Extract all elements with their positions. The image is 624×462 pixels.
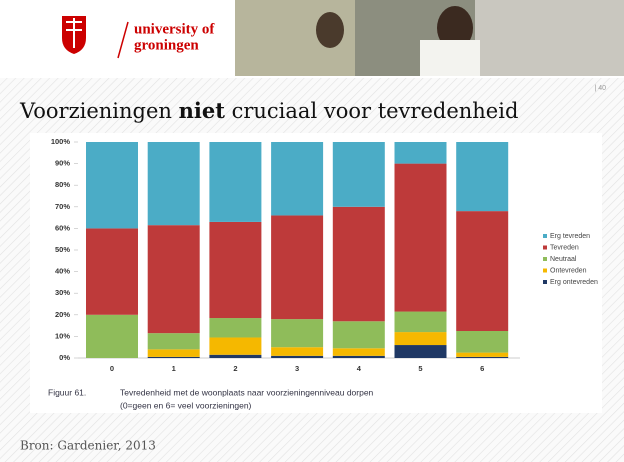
caption: Tevredenheid met de woonplaats naar voor… (120, 387, 374, 397)
bar-segment (394, 345, 447, 358)
bar-segment (332, 206, 385, 322)
bar-segment (332, 321, 385, 349)
x-tick-label: 3 (295, 364, 299, 373)
bar-segment (209, 337, 262, 355)
legend-label: Neutraal (550, 256, 577, 263)
legend-label: Ontevreden (550, 267, 587, 274)
x-tick-label: 5 (418, 364, 422, 373)
y-tick-label: 20% (55, 310, 70, 319)
bar-segment (86, 228, 138, 315)
bar-segment (394, 142, 447, 164)
legend-swatch (543, 268, 547, 273)
x-tick-label: 2 (233, 364, 237, 373)
bar-segment (332, 142, 385, 207)
legend-swatch (543, 257, 547, 261)
bar-segment (456, 142, 509, 212)
y-tick-label: 30% (55, 288, 70, 297)
x-tick-label: 4 (357, 364, 362, 373)
bar-segment (394, 332, 447, 346)
y-tick-label: 90% (55, 159, 70, 168)
caption: (0=geen en 6= veel voorzieningen) (120, 400, 252, 410)
bar-segment (271, 355, 324, 358)
title-part: cruciaal voor tevredenheid (225, 99, 518, 123)
bar-segment (271, 347, 324, 356)
y-tick-label: 70% (55, 202, 70, 211)
bar-segment (271, 142, 324, 216)
bar-segment (456, 211, 509, 331)
bar-segment (147, 225, 200, 334)
bar-segment (86, 314, 138, 358)
logo-text: groningen (134, 37, 199, 53)
legend-swatch (543, 234, 547, 238)
bar-segment (332, 348, 385, 356)
slide-title: Voorzieningen niet cruciaal voor tevrede… (19, 98, 518, 123)
bar-segment (86, 142, 138, 229)
bar-segment (147, 333, 200, 350)
bar-segment (147, 142, 200, 226)
bar-segment (147, 349, 200, 357)
y-tick-label: 100% (51, 137, 71, 146)
y-tick-label: 10% (55, 331, 70, 340)
y-tick-label: 80% (55, 180, 70, 189)
bar-segment (394, 163, 447, 312)
y-tick-label: 40% (55, 267, 70, 276)
title-part: Voorzieningen (19, 99, 179, 123)
footer: Bron: Gardenier, 2013 (20, 439, 156, 453)
bar-segment (209, 221, 262, 319)
x-tick-label: 0 (110, 364, 114, 373)
legend-label: Erg ontevreden (550, 279, 598, 286)
bar-segment (456, 331, 509, 353)
bar-segment (271, 319, 324, 348)
logo-crest (62, 16, 129, 59)
legend-label: Tevreden (550, 244, 579, 251)
x-tick-label: 6 (480, 364, 484, 373)
y-tick-label: 50% (55, 245, 70, 254)
caption-label: Figuur 61. (48, 387, 86, 397)
bar-segment (332, 355, 385, 358)
legend-label: Erg tevreden (550, 233, 590, 240)
bar-segment (147, 356, 200, 358)
logo-text: university of (134, 21, 215, 37)
y-tick-label: 60% (55, 223, 70, 232)
bar-segment (209, 354, 262, 358)
bar-segment (456, 352, 509, 357)
bar-segment (271, 215, 324, 320)
bar-segment (209, 318, 262, 338)
legend-swatch (543, 245, 547, 250)
header-photo (235, 0, 624, 76)
bar-segment (456, 356, 509, 358)
bar-segment (209, 142, 262, 222)
x-tick-label: 1 (172, 364, 176, 373)
legend-swatch (543, 280, 547, 284)
y-tick-label: 0% (59, 353, 70, 362)
page-number: | 40 (594, 85, 606, 92)
title-part: niet (179, 98, 226, 123)
bar-segment (394, 311, 447, 333)
